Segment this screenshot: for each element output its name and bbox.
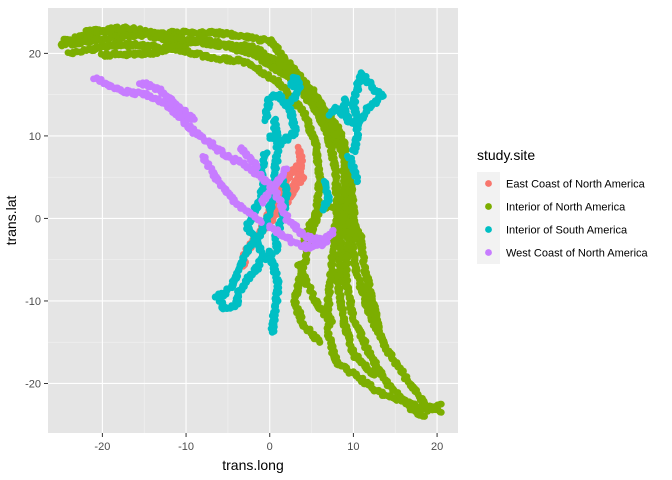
data-point <box>421 413 428 420</box>
series-interior-of-north-america <box>57 23 445 420</box>
data-point <box>341 95 349 103</box>
data-point <box>329 318 336 325</box>
x-tick-label: 20 <box>431 441 443 453</box>
y-tick-label: 10 <box>29 131 41 143</box>
y-axis-title: trans.lat <box>3 195 19 245</box>
y-tick-label: 20 <box>29 48 41 60</box>
data-point <box>211 293 219 301</box>
y-tick-label: 0 <box>35 213 41 225</box>
x-tick-label: -10 <box>178 441 194 453</box>
points-layer <box>57 23 445 420</box>
data-point <box>370 371 378 379</box>
legend: study.site East Coast of North America In… <box>477 147 649 264</box>
legend-item-east-coast-of-north-america: East Coast of North America <box>477 172 646 195</box>
legend-item-west-coast-of-north-america: West Coast of North America <box>477 241 649 264</box>
legend-title: study.site <box>477 147 535 163</box>
data-point <box>320 177 328 185</box>
data-point <box>437 400 445 408</box>
data-point <box>354 177 361 185</box>
data-point <box>329 227 336 235</box>
legend-key <box>485 203 492 210</box>
x-tick-label: 0 <box>267 441 273 453</box>
axes: -20 -10 0 10 20 -20 -10 0 10 20 <box>25 48 443 453</box>
data-point <box>273 248 280 255</box>
x-tick-label: -20 <box>94 441 110 453</box>
y-tick-label: -10 <box>25 296 41 308</box>
y-tick-label: -20 <box>25 378 41 390</box>
data-point <box>338 111 346 119</box>
legend-label: Interior of North America <box>506 202 626 214</box>
data-point <box>437 409 445 416</box>
legend-key <box>485 249 492 256</box>
legend-key <box>485 226 492 233</box>
legend-key <box>485 180 492 187</box>
data-point <box>375 326 382 334</box>
data-point <box>253 163 261 171</box>
data-point <box>283 165 290 173</box>
data-point <box>268 328 276 336</box>
series-west-coast-of-north-america <box>90 74 337 253</box>
data-point <box>191 116 198 123</box>
legend-item-interior-of-south-america: Interior of South America <box>477 218 628 241</box>
data-point <box>266 132 274 140</box>
legend-label: East Coast of North America <box>506 179 646 191</box>
legend-items: East Coast of North America Interior of N… <box>477 172 649 264</box>
legend-label: West Coast of North America <box>506 248 649 260</box>
legend-label: Interior of South America <box>506 225 628 237</box>
data-point <box>258 219 265 227</box>
data-point <box>283 99 290 107</box>
x-axis-title: trans.long <box>222 457 283 473</box>
data-point <box>316 338 324 346</box>
data-point <box>216 297 223 305</box>
legend-item-interior-of-north-america: Interior of North America <box>477 195 626 218</box>
series-interior-of-south-america <box>211 69 387 336</box>
x-tick-label: 10 <box>347 441 359 453</box>
